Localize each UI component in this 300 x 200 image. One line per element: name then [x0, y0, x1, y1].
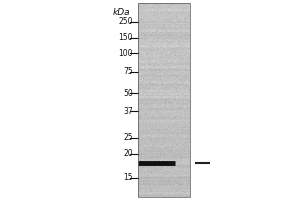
- Text: 100: 100: [118, 48, 133, 58]
- Bar: [138, 3, 190, 197]
- Text: 250: 250: [118, 18, 133, 26]
- Text: 37: 37: [123, 106, 133, 116]
- Text: 20: 20: [123, 150, 133, 158]
- Text: 150: 150: [118, 33, 133, 43]
- Text: 25: 25: [123, 134, 133, 142]
- Text: 15: 15: [123, 173, 133, 182]
- Text: 75: 75: [123, 68, 133, 76]
- Text: 50: 50: [123, 88, 133, 98]
- Text: kDa: kDa: [112, 8, 130, 17]
